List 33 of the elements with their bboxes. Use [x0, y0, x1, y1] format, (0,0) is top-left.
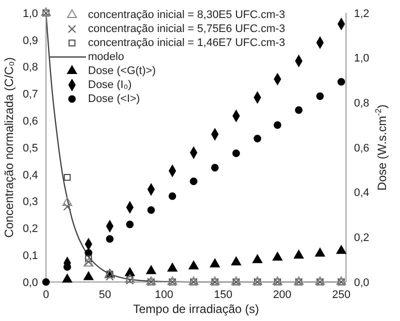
y2-tick-label: 1,2 [354, 8, 370, 20]
legend-label: Dose (<I>) [88, 92, 140, 106]
y2-tick-label: 0,6 [354, 142, 370, 154]
x-tick-label: 50 [98, 288, 112, 301]
y-tick-label: 0,2 [22, 223, 38, 236]
y-tick-label: 0,8 [22, 62, 38, 74]
y2-tick-label: 0,8 [354, 98, 370, 110]
x-axis-title: Tempo de irradiação (s) [132, 302, 260, 316]
y-axis-title: Concentração normalizada (C/C₀) [2, 57, 16, 238]
legend-label: concentração inicial = 1,46E7 UFC.cm-3 [88, 36, 286, 50]
legend-label: concentração inicial = 5,75E6 UFC.cm-3 [88, 22, 286, 36]
x-tick-label: 150 [214, 288, 232, 301]
legend-label: Dose (<G(t)>) [88, 64, 156, 78]
y-tick-label: 0,0 [22, 276, 38, 289]
y2-tick-label: 0,0 [354, 276, 370, 289]
y-tick-label: 0,7 [22, 88, 38, 101]
x-tick-label: 100 [154, 288, 174, 301]
y-tick-label: 0,1 [22, 250, 38, 262]
y-tick-label: 0,6 [22, 116, 38, 128]
x-tick-label: 200 [273, 288, 292, 301]
x-tick-label: 250 [332, 288, 350, 301]
x-tick-label: 0 [42, 288, 50, 301]
legend-label: concentração inicial = 8,30E5 UFC.cm-3 [88, 8, 286, 22]
y-tick-label: 0,4 [22, 169, 38, 182]
y2-tick-label: 1,0 [354, 52, 370, 65]
y-tick-label: 0,5 [22, 142, 38, 154]
y-tick-label: 1,0 [22, 8, 38, 20]
y-tick-label: 0,9 [22, 34, 38, 47]
y2-tick-label: 0,2 [354, 232, 370, 244]
legend-label: modelo [88, 50, 124, 64]
y-tick-label: 0,3 [22, 196, 38, 208]
legend-label: Dose (I₀) [88, 78, 132, 92]
y2-tick-label: 0,4 [354, 187, 370, 200]
